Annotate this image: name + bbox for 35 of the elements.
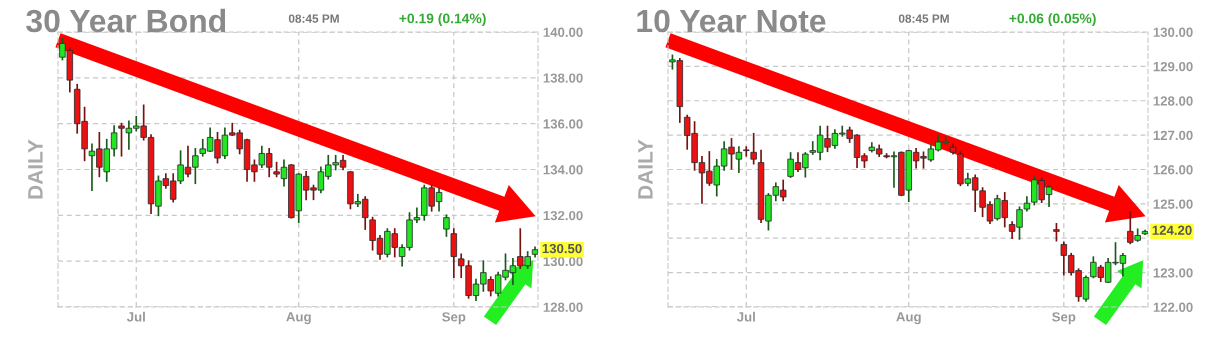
y-tick-label: 130.00 [543,256,583,267]
candlestick [443,214,450,237]
x-tick-label: Jul [126,311,145,322]
x-tick-label: Aug [286,312,311,325]
y-tick-label: 123.00 [1153,268,1193,278]
y-axis-title: DAILY [28,139,43,199]
chart-subtitle: 08:45 PM [288,14,339,23]
chart-title: 30 Year Bond [26,8,226,33]
annotation: 130.50 [542,243,582,254]
y-tick-label: 130.00 [1153,27,1193,37]
text: +0.06 (0.05%) [1009,13,1096,27]
candlestick [743,146,750,157]
x-tick-label: Jul [736,311,755,322]
chart-title: 10 Year Note [637,9,826,33]
annotation: 124.20 [1152,225,1192,235]
y-tick-label: 128.00 [543,302,583,312]
x-tick-label: Aug [896,312,921,325]
y-axis-title: DAILY [638,139,653,199]
y-tick-label: 140.00 [543,27,583,37]
y-tick-label: 132.00 [543,210,583,221]
x-tick-label: Sep [1052,312,1076,325]
y-tick-label: 136.00 [543,119,583,129]
x-tick-label: Sep [442,312,466,325]
y-tick-label: 122.00 [1153,302,1193,312]
y-tick-label: 128.00 [1153,96,1193,106]
y-tick-label: 134.00 [543,165,583,175]
y-tick-label: 138.00 [543,73,583,83]
y-tick-label: 126.00 [1153,165,1193,175]
candlestick [750,132,757,165]
y-tick-label: 127.00 [1153,130,1193,141]
chart-subtitle: 08:45 PM [898,14,949,23]
text: +0.19 (0.14%) [399,13,486,27]
candlestick [450,228,458,279]
y-tick-label: 125.00 [1153,199,1193,209]
y-tick-label: 129.00 [1153,61,1193,72]
